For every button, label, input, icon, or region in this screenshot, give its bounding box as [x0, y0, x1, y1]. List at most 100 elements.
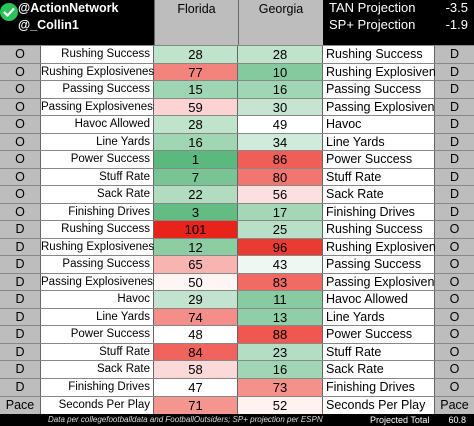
right-side-badge: D — [435, 116, 474, 133]
right-stat-label: Havoc — [323, 116, 435, 133]
right-side-badge: D — [435, 168, 474, 186]
team-header-left: Florida — [154, 0, 238, 45]
right-side-badge: D — [435, 151, 474, 168]
georgia-value: 73 — [238, 378, 323, 396]
left-stat-label: Stuff Rate — [41, 168, 154, 186]
left-stat-label: Rushing Explosiveness — [41, 63, 160, 81]
left-side-badge: D — [0, 378, 41, 396]
table-row: D Havoc 29 11 Havoc Allowed O — [0, 290, 474, 308]
left-stat-label: Passing Explosiveness — [41, 98, 159, 116]
table-row: O Sack Rate 22 56 Sack Rate D — [0, 185, 474, 203]
table-row: O Passing Explosiveness 59 30 Passing Explos… — [0, 97, 474, 116]
florida-value: 77 — [154, 63, 238, 81]
handle-secondary: @_Collin1 — [18, 18, 79, 32]
left-stat-label: Line Yards — [41, 133, 154, 151]
projected-total-value: 60.8 — [448, 415, 466, 425]
table-row: O Passing Success 15 16 Passing Success D — [0, 80, 474, 98]
right-side-badge: D — [435, 63, 474, 81]
georgia-value: 83 — [238, 273, 323, 291]
right-side-badge: O — [435, 326, 474, 343]
pace-right-side: Pace — [435, 397, 474, 414]
right-side-badge: O — [435, 361, 474, 378]
pace-florida-value: 71 — [154, 397, 238, 414]
florida-value: 29 — [154, 291, 238, 308]
right-stat-label: Rushing Explosiveness — [323, 238, 455, 256]
pace-left-side: Pace — [0, 397, 41, 414]
left-side-badge: O — [0, 168, 41, 186]
header-handles: @ActionNetwork @_Collin1 — [0, 0, 155, 45]
pace-row: Pace Seconds Per Play 71 52 Seconds Per … — [0, 396, 474, 414]
florida-value: 101 — [154, 221, 238, 238]
left-stat-label: Power Success — [41, 151, 154, 168]
florida-value: 59 — [154, 98, 238, 116]
table-row: D Passing Success 65 43 Passing Success O — [0, 255, 474, 273]
florida-value: 7 — [154, 168, 238, 186]
table-row: D Rushing Success 101 25 Rushing Success O — [0, 220, 474, 238]
check-icon — [0, 3, 18, 21]
right-side-badge: D — [435, 203, 474, 221]
table-row: O Havoc Allowed 28 49 Havoc D — [0, 115, 474, 133]
left-side-badge: D — [0, 238, 41, 256]
table-row: D Rushing Explosiveness 12 96 Rushing Explos… — [0, 237, 474, 256]
projection-row: TAN Projection -3.5 — [323, 0, 474, 17]
right-side-badge: D — [435, 46, 474, 63]
right-side-badge: D — [435, 81, 474, 98]
left-stat-label: Passing Success — [41, 256, 154, 273]
pace-left-label: Seconds Per Play — [41, 397, 154, 414]
projections: TAN Projection -3.5 SP+ Projection -1.9 — [323, 0, 474, 45]
left-stat-label: Stuff Rate — [41, 343, 154, 361]
right-side-badge: O — [435, 273, 474, 291]
left-side-badge: D — [0, 221, 41, 238]
georgia-value: 16 — [238, 361, 323, 378]
florida-value: 15 — [154, 81, 238, 98]
table-row: D Line Yards 74 13 Line Yards O — [0, 307, 474, 326]
georgia-value: 25 — [238, 221, 323, 238]
table-row: O Power Success 1 86 Power Success D — [0, 150, 474, 168]
right-stat-label: Line Yards — [323, 133, 435, 151]
georgia-value: 11 — [238, 291, 323, 308]
projection-value: -1.9 — [445, 17, 468, 32]
right-stat-label: Sack Rate — [323, 361, 435, 378]
right-stat-label: Sack Rate — [323, 186, 435, 203]
florida-value: 1 — [154, 151, 238, 168]
right-stat-label: Finishing Drives — [323, 378, 435, 396]
left-side-badge: O — [0, 81, 41, 98]
right-side-badge: O — [435, 256, 474, 273]
georgia-value: 43 — [238, 256, 323, 273]
left-side-badge: D — [0, 343, 41, 361]
florida-value: 22 — [154, 186, 238, 203]
georgia-value: 28 — [238, 46, 323, 63]
left-stat-label: Line Yards — [41, 308, 154, 326]
florida-value: 50 — [154, 273, 238, 291]
right-side-badge: D — [435, 98, 474, 116]
left-stat-label: Passing Success — [41, 81, 154, 98]
right-side-badge: O — [435, 221, 474, 238]
left-side-badge: O — [0, 151, 41, 168]
georgia-value: 56 — [238, 186, 323, 203]
georgia-value: 16 — [238, 81, 323, 98]
right-stat-label: Rushing Explosiveness — [323, 63, 455, 81]
right-stat-label: Passing Success — [323, 256, 435, 273]
florida-value: 3 — [154, 203, 238, 221]
right-side-badge: D — [435, 133, 474, 151]
right-stat-label: Passing Explosiveness — [323, 273, 454, 291]
left-side-badge: O — [0, 133, 41, 151]
projected-total-label: Projected Total — [370, 415, 430, 425]
table-row: D Stuff Rate 84 23 Stuff Rate O — [0, 342, 474, 361]
left-stat-label: Passing Explosiveness — [41, 273, 159, 291]
georgia-value: 96 — [238, 238, 323, 256]
left-stat-label: Havoc Allowed — [41, 116, 154, 133]
table-row: O Line Yards 16 34 Line Yards D — [0, 132, 474, 151]
right-stat-label: Line Yards — [323, 308, 435, 326]
florida-value: 58 — [154, 361, 238, 378]
right-side-badge: O — [435, 343, 474, 361]
table-row: D Passing Explosiveness 50 83 Passing Explos… — [0, 272, 474, 291]
left-side-badge: O — [0, 98, 41, 116]
georgia-value: 86 — [238, 151, 323, 168]
right-stat-label: Stuff Rate — [323, 343, 435, 361]
georgia-value: 17 — [238, 203, 323, 221]
source-note: Data per collegefootballdata and Footbal… — [48, 415, 323, 424]
georgia-value: 13 — [238, 308, 323, 326]
right-stat-label: Rushing Success — [323, 46, 435, 63]
